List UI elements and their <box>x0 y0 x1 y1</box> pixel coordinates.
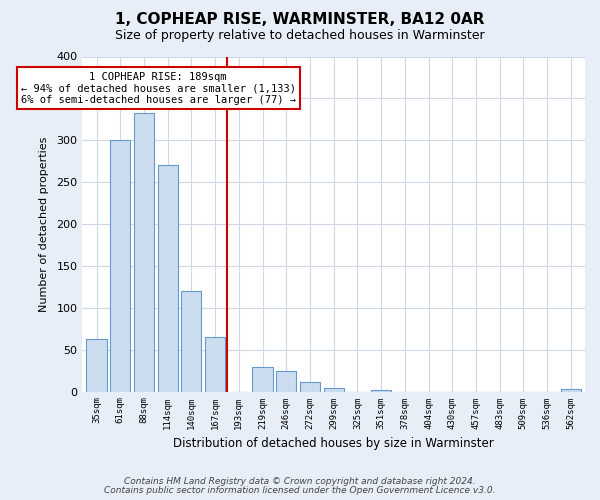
Text: 1 COPHEAP RISE: 189sqm
← 94% of detached houses are smaller (1,133)
6% of semi-d: 1 COPHEAP RISE: 189sqm ← 94% of detached… <box>20 72 296 105</box>
Bar <box>181 291 202 392</box>
Bar <box>276 372 296 392</box>
Bar <box>253 368 272 392</box>
Bar <box>86 339 107 392</box>
Bar <box>371 390 391 392</box>
Y-axis label: Number of detached properties: Number of detached properties <box>40 136 49 312</box>
Text: Contains HM Land Registry data © Crown copyright and database right 2024.: Contains HM Land Registry data © Crown c… <box>124 477 476 486</box>
Bar <box>323 388 344 392</box>
Bar <box>158 166 178 392</box>
Bar <box>300 382 320 392</box>
Text: Contains public sector information licensed under the Open Government Licence v3: Contains public sector information licen… <box>104 486 496 495</box>
Bar <box>134 112 154 392</box>
Bar <box>560 389 581 392</box>
Text: Size of property relative to detached houses in Warminster: Size of property relative to detached ho… <box>115 29 485 42</box>
Text: 1, COPHEAP RISE, WARMINSTER, BA12 0AR: 1, COPHEAP RISE, WARMINSTER, BA12 0AR <box>115 12 485 28</box>
Bar <box>205 337 225 392</box>
Bar <box>110 140 130 392</box>
X-axis label: Distribution of detached houses by size in Warminster: Distribution of detached houses by size … <box>173 437 494 450</box>
